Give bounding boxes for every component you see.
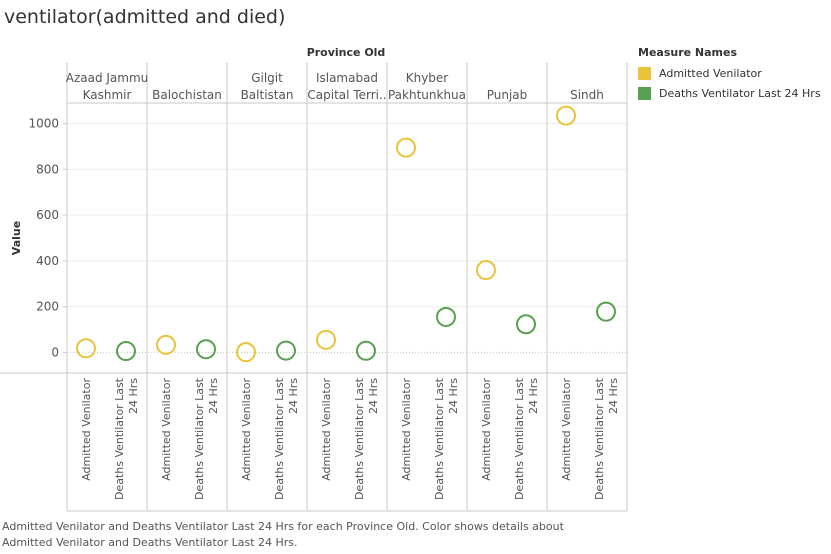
chart-title: ventilator(admitted and died)	[4, 6, 286, 28]
province-header-label: Kashmir	[83, 88, 132, 102]
x-tick-label: Deaths Ventilator Last	[433, 377, 446, 500]
chart-caption: Admitted Venilator and Deaths Ventilator…	[2, 520, 564, 549]
y-tick-label: 200	[36, 300, 59, 314]
y-tick-label: 400	[36, 254, 59, 268]
legend-swatch-deaths	[638, 86, 651, 100]
data-point	[356, 340, 376, 361]
legend-swatch-admitted	[638, 66, 651, 80]
province-header-label: Khyber	[406, 71, 449, 85]
province-header-label: Azaad Jammu	[66, 71, 149, 85]
x-tick-label: 24 Hrs	[287, 378, 300, 414]
legend-item-deaths[interactable]: Deaths Ventilator Last 24 Hrs	[638, 83, 821, 103]
data-point	[236, 342, 256, 363]
x-tick-label: Deaths Ventilator Last	[193, 377, 206, 500]
x-tick-label: Admitted Venilator	[80, 378, 93, 481]
x-tick-label: Admitted Venilator	[160, 378, 173, 481]
data-point	[436, 306, 456, 327]
x-tick-label: Deaths Ventilator Last	[113, 377, 126, 500]
x-tick-label: Deaths Ventilator Last	[513, 377, 526, 500]
province-header-label: Sindh	[570, 88, 604, 102]
legend-label-deaths: Deaths Ventilator Last 24 Hrs	[659, 86, 821, 100]
data-point	[76, 338, 96, 359]
x-tick-label: Admitted Venilator	[240, 378, 253, 481]
legend-item-admitted[interactable]: Admitted Venilator	[638, 63, 821, 83]
x-tick-label: 24 Hrs	[447, 378, 460, 414]
x-tick-label: 24 Hrs	[367, 378, 380, 414]
x-tick-label: 24 Hrs	[127, 378, 140, 414]
x-tick-label: Deaths Ventilator Last	[353, 377, 366, 500]
data-point	[196, 339, 216, 360]
y-tick-label: 600	[36, 208, 59, 222]
data-point	[116, 341, 136, 362]
y-tick-label: 1000	[28, 117, 59, 131]
legend: Measure Names Admitted Venilator Deaths …	[638, 46, 821, 103]
column-header-title: Province Old	[306, 46, 386, 59]
x-tick-label: Admitted Venilator	[480, 378, 493, 481]
data-point	[476, 260, 496, 281]
x-tick-label: Admitted Venilator	[560, 378, 573, 481]
y-tick-label: 0	[51, 345, 59, 359]
x-tick-label: Admitted Venilator	[320, 378, 333, 481]
data-point	[556, 105, 576, 126]
province-header-label: Balochistan	[152, 88, 222, 102]
province-header-label: Pakhtunkhua	[388, 88, 466, 102]
province-header-label: Capital Terri..	[307, 88, 386, 102]
x-tick-label: Deaths Ventilator Last	[593, 377, 606, 500]
province-header-label: Gilgit	[251, 71, 283, 85]
x-tick-label: 24 Hrs	[527, 378, 540, 414]
y-axis-label: Value	[10, 221, 23, 255]
data-point	[596, 301, 616, 322]
x-tick-label: 24 Hrs	[607, 378, 620, 414]
data-point	[396, 137, 416, 158]
data-point	[316, 329, 336, 350]
province-header-label: Islamabad	[316, 71, 378, 85]
x-tick-label: 24 Hrs	[207, 378, 220, 414]
data-point	[276, 340, 296, 361]
data-point	[516, 314, 536, 335]
x-tick-label: Deaths Ventilator Last	[273, 377, 286, 500]
data-point	[156, 334, 176, 355]
x-tick-label: Admitted Venilator	[400, 378, 413, 481]
legend-title: Measure Names	[638, 46, 738, 59]
province-header-label: Punjab	[487, 88, 528, 102]
legend-label-admitted: Admitted Venilator	[659, 66, 762, 80]
province-header-label: Baltistan	[241, 88, 294, 102]
y-tick-label: 800	[36, 162, 59, 176]
